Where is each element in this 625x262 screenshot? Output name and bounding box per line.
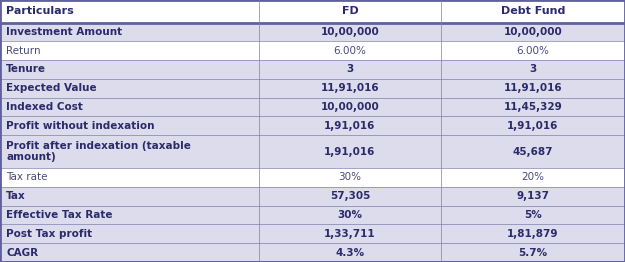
- Text: Return: Return: [6, 46, 41, 56]
- Text: 1,81,879: 1,81,879: [507, 229, 559, 239]
- Bar: [0, 225, 625, 243]
- Text: 57,305: 57,305: [330, 191, 370, 201]
- Text: 6.00%: 6.00%: [516, 46, 549, 56]
- Text: Post Tax profit: Post Tax profit: [6, 229, 92, 239]
- Text: Expected Value: Expected Value: [6, 83, 97, 93]
- Text: Investment Amount: Investment Amount: [6, 27, 122, 37]
- Text: Profit without indexation: Profit without indexation: [6, 121, 155, 131]
- Text: Tax: Tax: [6, 191, 26, 201]
- Text: 6.00%: 6.00%: [334, 46, 366, 56]
- Text: 1,91,016: 1,91,016: [324, 121, 376, 131]
- Text: Effective Tax Rate: Effective Tax Rate: [6, 210, 112, 220]
- Text: 5%: 5%: [524, 210, 542, 220]
- Text: 3: 3: [346, 64, 354, 74]
- Text: Debt Fund: Debt Fund: [501, 6, 565, 16]
- Text: 30%: 30%: [339, 172, 361, 183]
- Text: 11,91,016: 11,91,016: [504, 83, 562, 93]
- Text: CAGR: CAGR: [6, 248, 38, 258]
- Text: Profit after indexation (taxable
amount): Profit after indexation (taxable amount): [6, 141, 191, 162]
- Text: 45,687: 45,687: [512, 147, 553, 157]
- Bar: [0, 79, 625, 98]
- Bar: [0, 0, 625, 23]
- Bar: [0, 168, 625, 187]
- Text: 9,137: 9,137: [516, 191, 549, 201]
- Text: Particulars: Particulars: [6, 6, 74, 16]
- Text: 10,00,000: 10,00,000: [321, 27, 379, 37]
- Text: Tenure: Tenure: [6, 64, 46, 74]
- Text: 11,45,329: 11,45,329: [504, 102, 562, 112]
- Text: Indexed Cost: Indexed Cost: [6, 102, 83, 112]
- Text: 5.7%: 5.7%: [518, 248, 548, 258]
- Text: 1,33,711: 1,33,711: [324, 229, 376, 239]
- Bar: [0, 135, 625, 168]
- Text: 4.3%: 4.3%: [336, 248, 364, 258]
- Text: 10,00,000: 10,00,000: [321, 102, 379, 112]
- Bar: [0, 98, 625, 116]
- Text: 3: 3: [529, 64, 536, 74]
- Text: 1,91,016: 1,91,016: [507, 121, 559, 131]
- Bar: [0, 41, 625, 60]
- Text: 20%: 20%: [521, 172, 544, 183]
- Bar: [0, 243, 625, 262]
- Bar: [0, 187, 625, 206]
- Text: FD: FD: [342, 6, 358, 16]
- Text: Tax rate: Tax rate: [6, 172, 48, 183]
- Bar: [0, 23, 625, 41]
- Bar: [0, 116, 625, 135]
- Text: 30%: 30%: [338, 210, 362, 220]
- Text: 1,91,016: 1,91,016: [324, 147, 376, 157]
- Bar: [0, 60, 625, 79]
- Text: 11,91,016: 11,91,016: [321, 83, 379, 93]
- Bar: [0, 206, 625, 225]
- Text: 10,00,000: 10,00,000: [504, 27, 562, 37]
